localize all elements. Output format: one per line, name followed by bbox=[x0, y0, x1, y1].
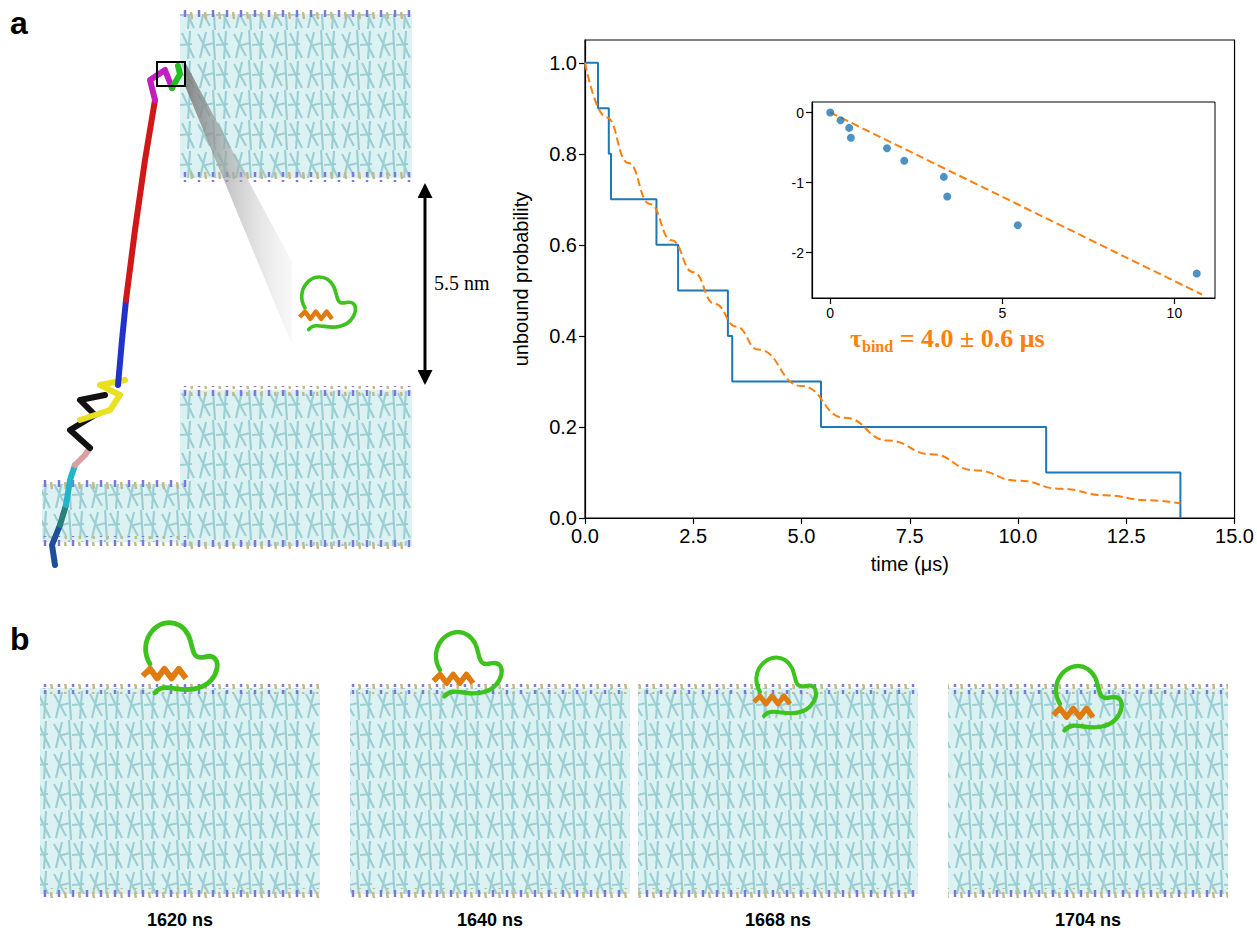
svg-text:1620 ns: 1620 ns bbox=[147, 910, 213, 930]
svg-text:0.4: 0.4 bbox=[549, 325, 577, 347]
svg-text:a: a bbox=[10, 5, 28, 41]
svg-text:1.0: 1.0 bbox=[549, 52, 577, 74]
svg-text:bind: bind bbox=[862, 338, 893, 355]
svg-text:1668 ns: 1668 ns bbox=[745, 910, 811, 930]
svg-text:12.5: 12.5 bbox=[1107, 525, 1146, 547]
svg-text:10: 10 bbox=[1167, 305, 1183, 321]
svg-text:time (μs): time (μs) bbox=[871, 553, 949, 575]
svg-text:5.0: 5.0 bbox=[788, 525, 816, 547]
svg-text:0.0: 0.0 bbox=[549, 507, 577, 529]
svg-text:0: 0 bbox=[826, 305, 834, 321]
svg-text:0: 0 bbox=[796, 105, 804, 121]
svg-text:0.0: 0.0 bbox=[571, 525, 599, 547]
svg-text:0.8: 0.8 bbox=[549, 143, 577, 165]
svg-text:2.5: 2.5 bbox=[679, 525, 707, 547]
svg-text:5.5 nm: 5.5 nm bbox=[434, 272, 490, 294]
svg-text:7.5: 7.5 bbox=[896, 525, 924, 547]
svg-text:0.2: 0.2 bbox=[549, 416, 577, 438]
svg-text:1640 ns: 1640 ns bbox=[457, 910, 523, 930]
svg-text:unbound probability: unbound probability bbox=[510, 192, 532, 367]
svg-text:15.0: 15.0 bbox=[1215, 525, 1254, 547]
svg-text:5: 5 bbox=[998, 305, 1006, 321]
svg-text:b: b bbox=[10, 621, 30, 657]
svg-text:1704 ns: 1704 ns bbox=[1055, 910, 1121, 930]
svg-text:-1: -1 bbox=[792, 175, 805, 191]
svg-text:= 4.0 ± 0.6 μs: = 4.0 ± 0.6 μs bbox=[893, 324, 1044, 353]
svg-text:τ: τ bbox=[850, 324, 862, 353]
svg-text:10.0: 10.0 bbox=[999, 525, 1038, 547]
svg-text:0.6: 0.6 bbox=[549, 234, 577, 256]
svg-text:-2: -2 bbox=[792, 245, 805, 261]
